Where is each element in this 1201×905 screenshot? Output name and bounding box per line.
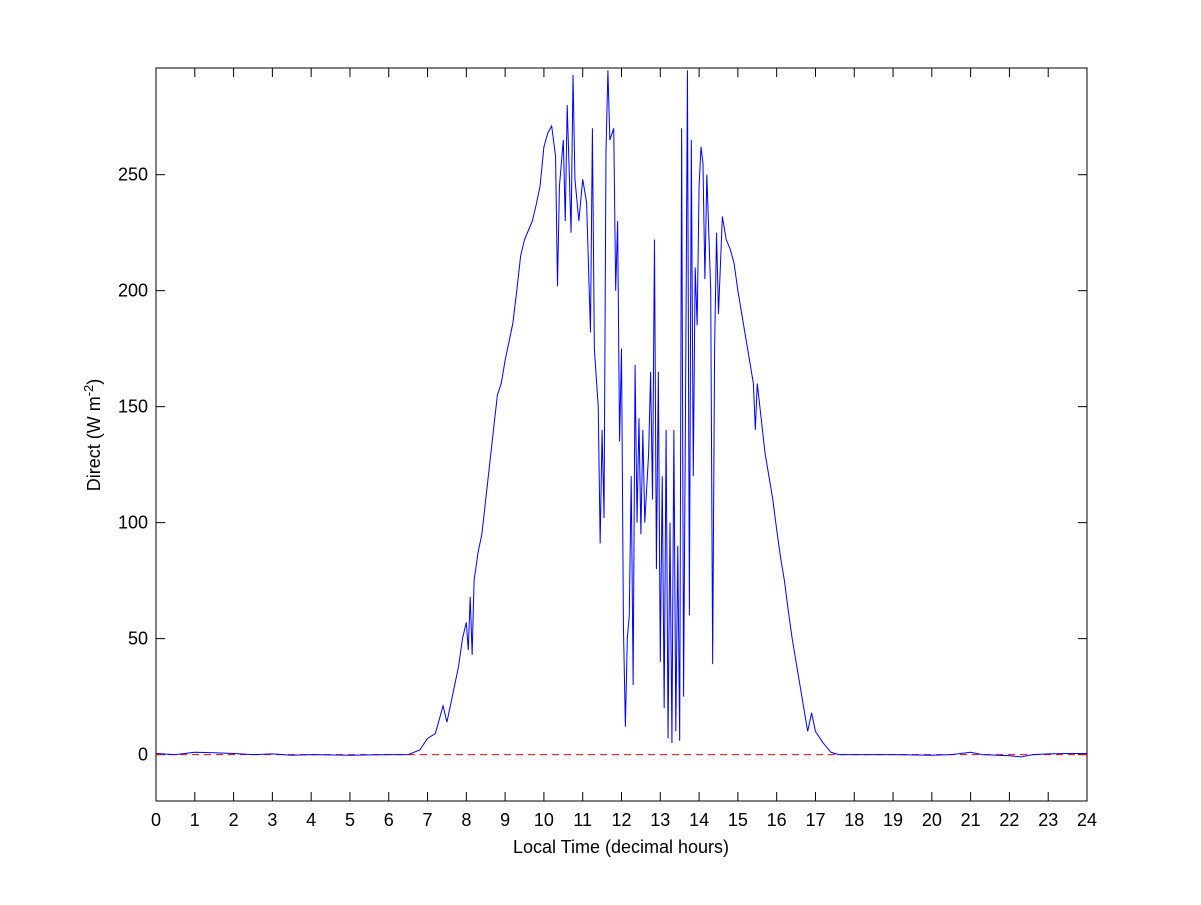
x-tick-label: 4 xyxy=(306,810,316,830)
x-tick-label: 23 xyxy=(1038,810,1058,830)
y-label-text: Direct (W m xyxy=(84,396,104,491)
x-tick-label: 7 xyxy=(423,810,433,830)
x-tick-label: 11 xyxy=(573,810,592,830)
x-tick-label: 6 xyxy=(384,810,394,830)
x-tick-label: 19 xyxy=(883,810,903,830)
x-tick-label: 21 xyxy=(961,810,981,830)
y-axis-label: Direct (W m-2) xyxy=(81,379,104,492)
x-tick-label: 20 xyxy=(922,810,942,830)
x-tick-label: 8 xyxy=(461,810,471,830)
x-tick-label: 12 xyxy=(611,810,631,830)
y-tick-label: 150 xyxy=(118,397,148,417)
x-tick-label: 14 xyxy=(689,810,709,830)
x-tick-label: 22 xyxy=(999,810,1019,830)
x-tick-label: 2 xyxy=(229,810,239,830)
x-tick-label: 9 xyxy=(500,810,510,830)
x-tick-label: 16 xyxy=(767,810,787,830)
plot-frame xyxy=(155,67,1088,802)
y-label-suffix: ) xyxy=(84,379,104,385)
y-tick-label: 100 xyxy=(118,513,148,533)
x-tick-label: 10 xyxy=(534,810,554,830)
x-tick-label: 3 xyxy=(267,810,277,830)
x-tick-label: 18 xyxy=(844,810,864,830)
x-tick-label: 24 xyxy=(1077,810,1097,830)
y-label-superscript: -2 xyxy=(81,385,96,397)
x-tick-label: 0 xyxy=(151,810,161,830)
x-tick-label: 1 xyxy=(190,810,200,830)
data-line xyxy=(155,70,1087,758)
x-tick-label: 5 xyxy=(345,810,355,830)
y-tick-label: 250 xyxy=(118,165,148,185)
x-tick-label: 15 xyxy=(728,810,748,830)
y-tick-label: 50 xyxy=(128,629,148,649)
y-tick-label: 200 xyxy=(118,281,148,301)
x-tick-label: 13 xyxy=(650,810,670,830)
x-tick-label: 17 xyxy=(805,810,825,830)
x-axis-label: Local Time (decimal hours) xyxy=(513,837,729,857)
y-tick-label: 0 xyxy=(138,745,148,765)
